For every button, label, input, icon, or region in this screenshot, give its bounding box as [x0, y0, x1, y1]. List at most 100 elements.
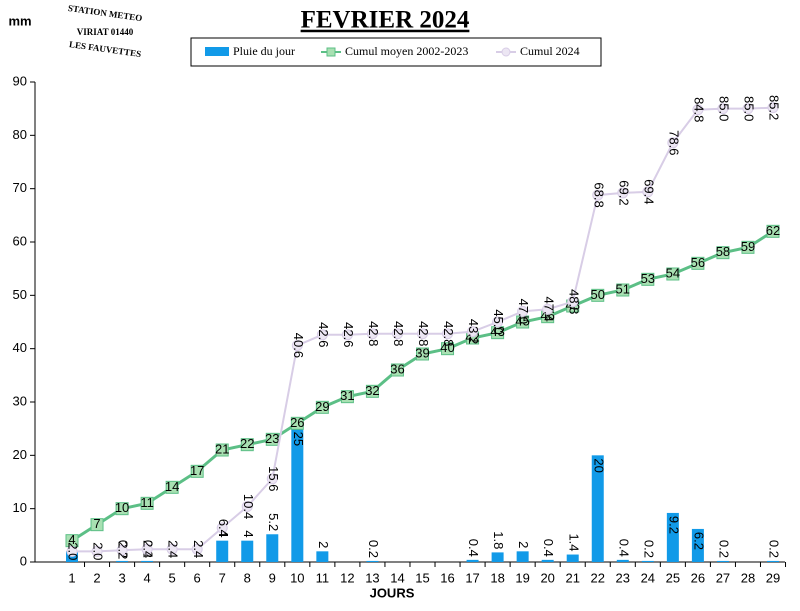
- bar: [716, 560, 729, 562]
- marker: [642, 186, 654, 198]
- bar: [316, 551, 329, 562]
- bar: [466, 559, 479, 562]
- point-label: 53: [641, 271, 655, 286]
- y-tick-label: 80: [13, 127, 27, 142]
- point-label: 45: [515, 313, 529, 328]
- point-label: 42.8: [366, 321, 381, 346]
- marker: [691, 256, 705, 270]
- bar-label: 0.2: [716, 540, 731, 558]
- marker: [241, 501, 253, 513]
- point-label: 85.0: [716, 96, 731, 121]
- logo-top: STATION METEO: [67, 3, 143, 23]
- marker: [467, 326, 479, 338]
- point-label: 68.8: [591, 182, 606, 207]
- point-label: 42.6: [316, 322, 331, 347]
- marker: [542, 303, 554, 315]
- y-tick-label: 20: [13, 447, 27, 462]
- y-tick-label: 10: [13, 500, 27, 515]
- marker: [91, 545, 103, 557]
- bar-label: 0.4: [466, 539, 481, 557]
- bar-label: 5.2: [266, 513, 281, 531]
- marker: [766, 224, 780, 238]
- point-label: 4: [68, 532, 75, 547]
- y-tick-label: 50: [13, 287, 27, 302]
- marker: [315, 400, 329, 414]
- point-label: 56: [691, 255, 705, 270]
- y-axis-label: mm: [8, 13, 31, 28]
- marker: [741, 240, 755, 254]
- bar: [266, 534, 279, 562]
- bar-label: 0.4: [616, 539, 631, 557]
- point-label: 40.6: [291, 333, 306, 358]
- marker: [641, 272, 655, 286]
- bar-label: 2: [316, 541, 331, 548]
- marker: [365, 384, 379, 398]
- marker: [442, 328, 454, 340]
- point-label: 85.2: [767, 95, 782, 120]
- y-tick-label: 60: [13, 233, 27, 248]
- marker: [141, 543, 153, 555]
- marker: [190, 464, 204, 478]
- marker: [692, 104, 704, 116]
- marker: [416, 347, 429, 361]
- bar: [516, 551, 529, 562]
- point-label: 42.6: [341, 322, 356, 347]
- point-label: 14: [165, 479, 179, 494]
- point-label: 7: [93, 516, 100, 531]
- marker: [291, 339, 303, 351]
- point-label: 2.0: [66, 542, 81, 560]
- x-tick-label: 20: [540, 570, 554, 585]
- point-label: 2.4: [141, 540, 156, 558]
- x-tick-label: 18: [490, 570, 504, 585]
- legend-label: Pluie du jour: [233, 44, 295, 58]
- bar: [767, 560, 779, 562]
- marker: [115, 502, 129, 516]
- marker: [717, 103, 729, 115]
- marker: [517, 305, 529, 317]
- legend-marker: [326, 47, 336, 57]
- point-label: 32: [365, 383, 379, 398]
- point-label: 26: [290, 415, 304, 430]
- marker: [316, 329, 328, 341]
- marker: [591, 288, 605, 302]
- point-label: 42.8: [416, 321, 431, 346]
- point-label: 50: [591, 287, 605, 302]
- point-label: 51: [616, 281, 630, 296]
- point-label: 58: [716, 244, 730, 259]
- marker: [666, 267, 680, 281]
- marker: [166, 543, 178, 555]
- x-tick-label: 19: [515, 570, 529, 585]
- point-label: 2.2: [116, 541, 131, 559]
- x-tick-label: 25: [666, 570, 680, 585]
- marker: [240, 438, 254, 452]
- x-tick-label: 10: [290, 570, 304, 585]
- legend: [190, 37, 602, 67]
- bar: [116, 560, 129, 562]
- x-tick-label: 22: [591, 570, 605, 585]
- bar-label: 0.2: [641, 540, 656, 558]
- bar-label: 4: [216, 530, 231, 537]
- x-tick-label: 16: [440, 570, 454, 585]
- x-tick-label: 28: [741, 570, 755, 585]
- marker: [165, 480, 179, 494]
- bar: [241, 540, 254, 562]
- bar: [541, 559, 554, 562]
- logo: STATION METEO VIRIAT 01440 LES FAUVETTES: [67, 3, 143, 60]
- logo-middle: VIRIAT 01440: [77, 27, 134, 37]
- point-label: 10.4: [241, 494, 256, 519]
- marker: [215, 443, 229, 457]
- bar: [291, 428, 304, 562]
- marker: [767, 102, 779, 114]
- marker: [366, 328, 378, 340]
- point-label: 43.2: [466, 319, 481, 344]
- point-label: 47.0: [516, 299, 531, 324]
- marker: [390, 363, 404, 377]
- y-tick-label: 90: [13, 73, 27, 88]
- x-tick-label: 6: [194, 570, 201, 585]
- point-label: 48.8: [566, 289, 581, 314]
- marker: [616, 283, 630, 297]
- marker: [266, 473, 278, 485]
- bar: [591, 455, 604, 562]
- point-label: 47.4: [541, 297, 556, 322]
